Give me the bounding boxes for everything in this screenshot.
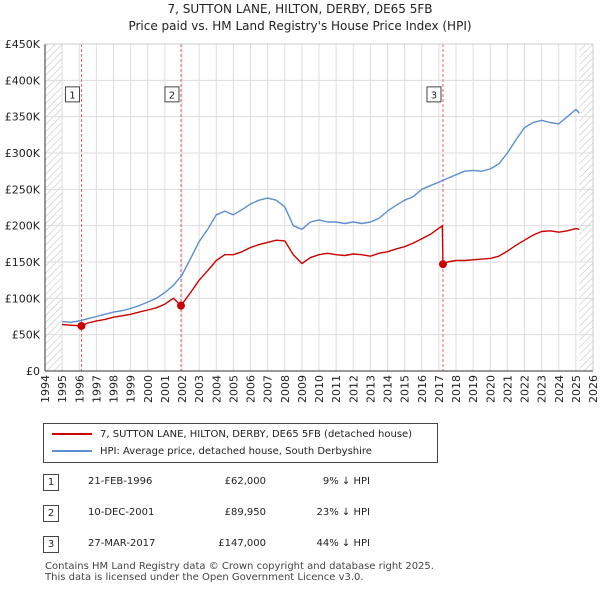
transaction-label-box	[64, 86, 80, 103]
x-tick-label: 2014	[382, 375, 395, 403]
transaction-hpi-diff: 9% ↓ HPI	[322, 476, 370, 487]
x-tick-label: 2004	[210, 375, 223, 403]
series-lines	[62, 108, 580, 327]
hatch-region-left	[45, 44, 63, 371]
hpi-series-line	[62, 108, 580, 323]
y-tick-label: £0	[26, 365, 40, 378]
legend-item-price: 7, SUTTON LANE, HILTON, DERBY, DE65 5FB …	[52, 427, 412, 443]
x-tick-label: 2026	[587, 375, 600, 403]
legend-swatch-hpi	[52, 450, 92, 452]
transaction-price: £89,950	[224, 507, 266, 518]
gridlines	[44, 43, 594, 372]
transaction-vlines	[80, 44, 444, 371]
y-tick-label: £200K	[5, 220, 41, 233]
y-tick-label: £350K	[5, 111, 41, 124]
transaction-hpi-diff: 44% ↓ HPI	[316, 538, 370, 549]
x-tick-label: 2020	[484, 375, 497, 403]
transaction-point	[176, 301, 185, 310]
y-tick-label: £50K	[12, 329, 41, 342]
x-tick-label: 2005	[227, 375, 240, 403]
x-tick-label: 2021	[501, 375, 514, 403]
x-tick-label: 2015	[399, 375, 412, 403]
transaction-label: 2	[169, 90, 175, 101]
x-tick-label: 2010	[313, 375, 326, 403]
x-tick-label: 1997	[90, 375, 103, 403]
x-tick-label: 2011	[330, 375, 343, 403]
hatch-region-right	[579, 44, 593, 371]
transaction-price: £147,000	[218, 538, 266, 549]
x-tick-label: 2007	[262, 375, 275, 403]
transaction-price: £62,000	[224, 476, 266, 487]
legend-item-hpi: HPI: Average price, detached house, Sout…	[52, 444, 372, 460]
y-tick-label: £400K	[5, 74, 41, 87]
legend-label-price: 7, SUTTON LANE, HILTON, DERBY, DE65 5FB …	[100, 429, 413, 440]
x-tick-label: 2016	[416, 375, 429, 403]
x-tick-label: 1994	[39, 375, 52, 403]
footer-copyright: Contains HM Land Registry data © Crown c…	[45, 561, 434, 572]
x-tick-label: 2000	[142, 375, 155, 403]
transaction-label: 1	[69, 90, 75, 101]
chart-subtitle: Price paid vs. HM Land Registry's House …	[128, 19, 472, 33]
x-tick-label: 2018	[450, 375, 463, 403]
transaction-hpi-diff: 23% ↓ HPI	[316, 507, 370, 518]
x-tick-label: 2008	[279, 375, 292, 403]
chart-title: 7, SUTTON LANE, HILTON, DERBY, DE65 5FB	[167, 2, 433, 16]
transaction-badge: 3	[43, 536, 59, 553]
x-tick-label: 2001	[159, 375, 172, 403]
y-tick-label: £300K	[5, 147, 41, 160]
transaction-label-box	[164, 86, 180, 103]
x-tick-label: 2006	[245, 375, 258, 403]
x-tick-label: 1998	[108, 375, 121, 403]
x-tick-label: 2023	[536, 375, 549, 403]
footer-licence: This data is licensed under the Open Gov…	[45, 572, 364, 583]
legend: 7, SUTTON LANE, HILTON, DERBY, DE65 5FB …	[43, 423, 438, 463]
y-tick-labels: £0 £50K £100K £150K £200K £250K £300K £350K £400…	[5, 38, 41, 378]
x-tick-label: 2022	[519, 375, 532, 403]
x-tick-label: 2013	[364, 375, 377, 403]
transaction-point	[77, 321, 86, 330]
hatch-regions	[45, 44, 593, 371]
y-tick-label: £450K	[5, 38, 41, 51]
price-chart: 1 2 3 £0 £50K £100K £150K £200K £250K £300K £350K…	[5, 38, 600, 403]
transaction-label-box	[426, 86, 442, 103]
axes	[44, 43, 594, 372]
transaction-label: 3	[431, 90, 437, 101]
x-tick-label: 1995	[56, 375, 69, 403]
x-tick-label: 2017	[433, 375, 446, 403]
price-series-line	[62, 225, 580, 327]
x-tick-label: 1996	[73, 375, 86, 403]
x-tick-label: 2003	[193, 375, 206, 403]
y-tick-label: £100K	[5, 292, 41, 305]
transaction-date: 10-DEC-2001	[88, 507, 155, 518]
x-tick-labels: 1994 1995 1996 1997 1998 1999 2000 2001 2002 2003…	[39, 375, 600, 403]
transaction-date: 27-MAR-2017	[88, 538, 156, 549]
transaction-badge: 2	[43, 505, 59, 522]
x-tick-label: 2025	[570, 375, 583, 403]
transaction-point	[438, 260, 447, 269]
y-tick-label: £250K	[5, 183, 41, 196]
legend-swatch-price	[52, 433, 92, 435]
x-tick-label: 1999	[125, 375, 138, 403]
x-tick-label: 2024	[553, 375, 566, 403]
x-tick-label: 2019	[467, 375, 480, 403]
transaction-badge: 1	[43, 474, 59, 491]
legend-label-hpi: HPI: Average price, detached house, Sout…	[100, 446, 372, 457]
transaction-date: 21-FEB-1996	[88, 476, 153, 487]
x-tick-label: 2012	[347, 375, 360, 403]
transaction-markers: 1 2 3	[64, 86, 447, 330]
x-tick-label: 2002	[176, 375, 189, 403]
y-tick-label: £150K	[5, 256, 41, 269]
x-tick-label: 2009	[296, 375, 309, 403]
